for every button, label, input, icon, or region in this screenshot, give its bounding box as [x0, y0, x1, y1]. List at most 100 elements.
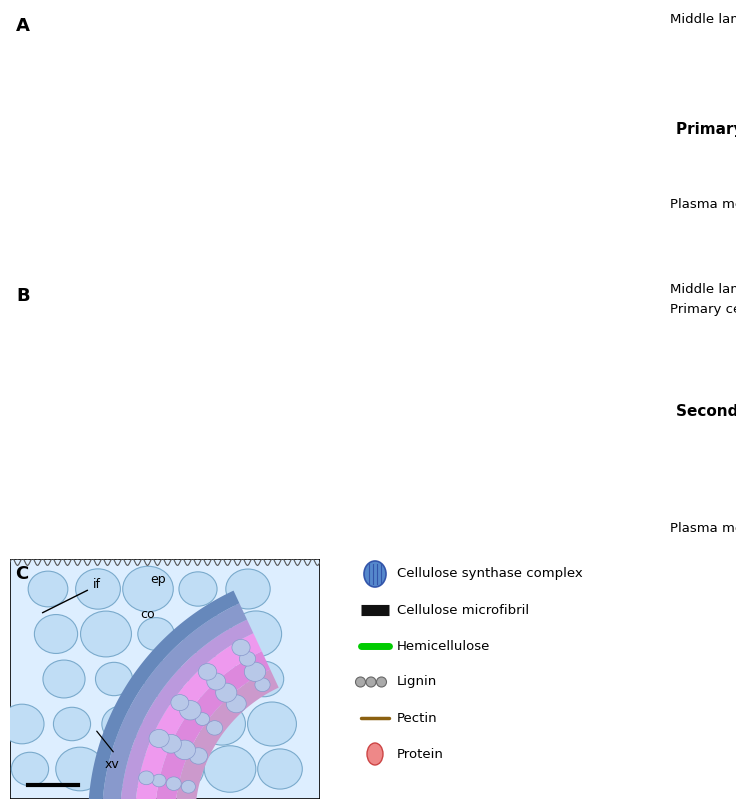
Circle shape: [275, 235, 283, 243]
Circle shape: [308, 343, 316, 351]
Circle shape: [366, 677, 376, 687]
Circle shape: [562, 269, 568, 277]
Circle shape: [353, 510, 359, 518]
Ellipse shape: [181, 781, 196, 793]
Circle shape: [88, 544, 96, 551]
Circle shape: [254, 544, 261, 551]
Circle shape: [617, 510, 623, 518]
Circle shape: [232, 269, 238, 277]
Circle shape: [417, 347, 425, 355]
Circle shape: [650, 510, 657, 518]
Circle shape: [34, 510, 40, 518]
Circle shape: [375, 235, 381, 243]
Bar: [10, 299, 660, 319]
Circle shape: [144, 269, 150, 277]
Circle shape: [506, 269, 514, 277]
Circle shape: [308, 544, 315, 551]
Circle shape: [177, 235, 183, 243]
Text: Secondary cell wall: Secondary cell wall: [676, 404, 736, 419]
Circle shape: [463, 510, 470, 518]
Circle shape: [88, 235, 96, 243]
Circle shape: [45, 544, 52, 551]
Circle shape: [452, 544, 459, 551]
Circle shape: [132, 544, 139, 551]
Ellipse shape: [258, 749, 302, 789]
Text: A: A: [16, 17, 30, 35]
Circle shape: [617, 235, 623, 243]
Bar: [10, 29, 660, 229]
Circle shape: [484, 510, 492, 518]
Circle shape: [463, 235, 470, 243]
Circle shape: [419, 510, 425, 518]
Circle shape: [297, 544, 305, 551]
Ellipse shape: [28, 571, 68, 607]
Circle shape: [254, 235, 261, 243]
Ellipse shape: [149, 730, 169, 748]
Circle shape: [551, 544, 557, 551]
Circle shape: [506, 510, 514, 518]
Ellipse shape: [144, 661, 184, 697]
Circle shape: [256, 407, 264, 415]
Circle shape: [319, 235, 326, 243]
Circle shape: [308, 510, 315, 518]
Circle shape: [356, 457, 364, 465]
Bar: [10, 279, 660, 554]
Circle shape: [155, 269, 161, 277]
Circle shape: [199, 269, 205, 277]
Circle shape: [264, 407, 272, 415]
Circle shape: [342, 235, 348, 243]
Circle shape: [221, 235, 227, 243]
Circle shape: [77, 269, 85, 277]
Polygon shape: [120, 620, 253, 809]
Circle shape: [77, 235, 85, 243]
Circle shape: [606, 235, 612, 243]
Circle shape: [364, 235, 370, 243]
Ellipse shape: [265, 106, 285, 136]
Ellipse shape: [100, 88, 120, 120]
Circle shape: [426, 347, 434, 355]
Circle shape: [484, 544, 492, 551]
Circle shape: [166, 510, 172, 518]
Ellipse shape: [364, 561, 386, 587]
Circle shape: [430, 235, 436, 243]
Text: Primary cell wall: Primary cell wall: [676, 121, 736, 137]
Circle shape: [56, 235, 63, 243]
Circle shape: [628, 544, 634, 551]
Circle shape: [342, 269, 348, 277]
Circle shape: [628, 235, 634, 243]
Circle shape: [639, 544, 645, 551]
Circle shape: [34, 269, 40, 277]
Circle shape: [452, 235, 459, 243]
Circle shape: [110, 510, 117, 518]
Ellipse shape: [207, 721, 223, 735]
Circle shape: [76, 348, 84, 356]
Ellipse shape: [0, 704, 44, 743]
Circle shape: [571, 433, 579, 441]
Circle shape: [166, 544, 172, 551]
Circle shape: [511, 375, 519, 383]
Circle shape: [121, 269, 128, 277]
Circle shape: [56, 510, 63, 518]
Circle shape: [67, 510, 74, 518]
Circle shape: [221, 510, 227, 518]
Circle shape: [330, 235, 337, 243]
Text: Primary cell wall: Primary cell wall: [670, 303, 736, 316]
Circle shape: [364, 269, 370, 277]
Circle shape: [110, 269, 117, 277]
Circle shape: [539, 235, 546, 243]
Circle shape: [364, 510, 370, 518]
Circle shape: [503, 375, 511, 383]
Ellipse shape: [204, 746, 256, 792]
Circle shape: [595, 510, 601, 518]
Circle shape: [628, 510, 634, 518]
Ellipse shape: [174, 740, 196, 760]
Circle shape: [441, 510, 447, 518]
Ellipse shape: [401, 406, 419, 432]
Circle shape: [528, 235, 535, 243]
Circle shape: [12, 235, 18, 243]
Circle shape: [243, 510, 250, 518]
Ellipse shape: [239, 651, 255, 666]
Text: Lignin: Lignin: [397, 676, 437, 688]
Ellipse shape: [80, 611, 132, 657]
Circle shape: [275, 269, 283, 277]
